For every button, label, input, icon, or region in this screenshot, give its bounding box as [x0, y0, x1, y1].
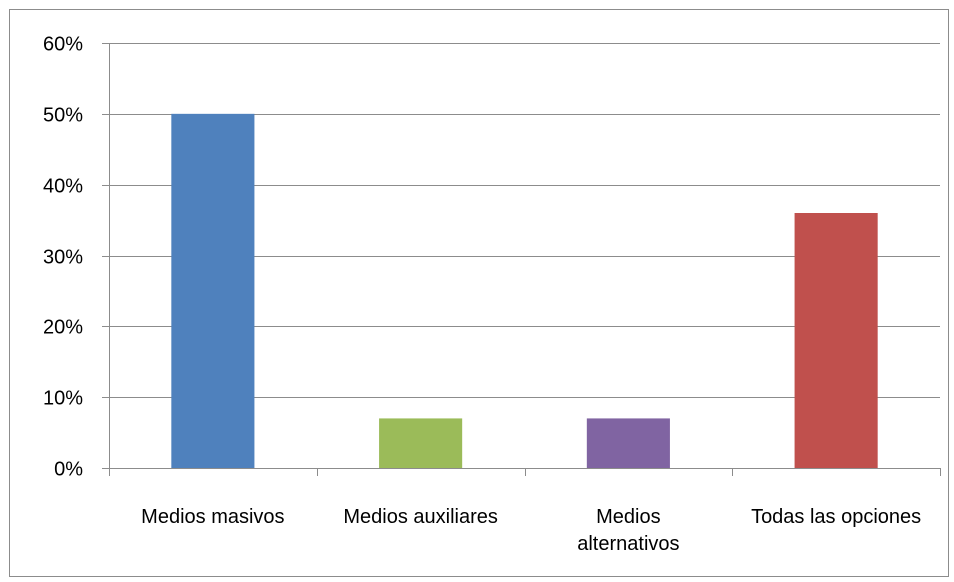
y-tick-labels: 0% 10% 20% 30% 40% 50% 60%: [43, 34, 83, 481]
x-category-label: Medios: [596, 506, 660, 528]
y-tick-label: 60%: [43, 34, 83, 56]
x-category-label: Todas las opciones: [751, 506, 921, 528]
x-tick-labels: Medios masivos Medios auxiliares Medios alt…: [141, 506, 921, 555]
bar-medios-alternativos: [586, 418, 670, 468]
x-category-label: Medios auxiliares: [343, 506, 498, 528]
y-tick-label: 20%: [43, 317, 83, 339]
bars: [171, 113, 878, 468]
axes: [102, 43, 941, 476]
y-tick-label: 40%: [43, 176, 83, 198]
y-tick-label: 0%: [54, 459, 83, 481]
bar-medios-auxiliares: [379, 418, 463, 468]
chart-frame: [9, 9, 949, 577]
bar-medios-masivos: [171, 113, 255, 468]
bar-todas-las-opciones: [794, 213, 878, 468]
y-tick-label: 50%: [43, 105, 83, 127]
y-tick-label: 10%: [43, 388, 83, 410]
x-category-label: Medios masivos: [141, 506, 284, 528]
y-tick-label: 30%: [43, 247, 83, 269]
x-category-label: alternativos: [577, 533, 679, 555]
